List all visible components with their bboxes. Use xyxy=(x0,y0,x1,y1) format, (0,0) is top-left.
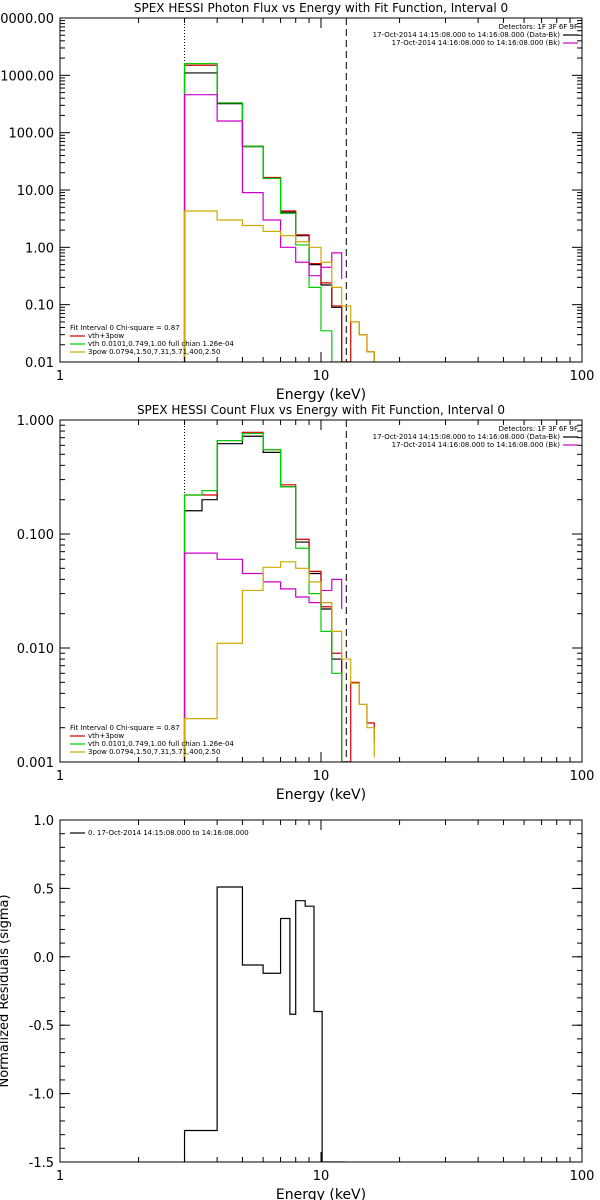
y-tick-label: 1.00 xyxy=(25,241,54,256)
y-tick-label: 0.01 xyxy=(25,356,54,371)
x-tick-label: 1 xyxy=(56,1169,64,1184)
series-line-1 xyxy=(183,435,351,762)
legend-bottom-entry: vth+3pow xyxy=(88,332,124,340)
y-tick-label: 0.5 xyxy=(33,882,54,897)
series-line-5 xyxy=(183,561,375,762)
y-tick-label: 0.001 xyxy=(17,756,54,771)
legend-bottom-entry: vth 0.0101,0.749,1.00 full chian 1.26e-0… xyxy=(88,740,234,748)
x-tick-label: 1 xyxy=(56,769,64,784)
y-tick-label: 10.00 xyxy=(17,184,54,199)
legend-top-entry: 17-Oct-2014 14:16:08.000 to 14:16:08.000… xyxy=(392,39,561,47)
y-tick-label: -0.5 xyxy=(29,1019,54,1034)
series-group xyxy=(183,63,375,362)
chart-panel-1: SPEX HESSI Photon Flux vs Energy with Fi… xyxy=(0,1,594,403)
y-tick-label: 100.00 xyxy=(9,127,55,142)
y-tick-label: 1.000 xyxy=(17,414,54,429)
legend-entry: 0. 17-Oct-2014 14:15:08.000 to 14:16:08.… xyxy=(88,829,249,837)
legend-top-header: Detectors: 1F 3F 6F 9F xyxy=(499,23,578,31)
x-axis-label: Energy (keV) xyxy=(276,1187,366,1200)
legend-bottom-entry: 3pow 0.0794,1.50,7.31,5.71,400,2.50 xyxy=(88,348,220,356)
chart-panel-3: 1 10 100 Energy (keV) -1.5 -1.0 -0.5 0.0 0.5 1.0 N… xyxy=(0,814,594,1200)
y-tick-label: 0.100 xyxy=(17,528,54,543)
legend-top-entry: 17-Oct-2014 14:15:08.000 to 14:16:08.000… xyxy=(373,433,561,441)
series-group xyxy=(183,431,375,762)
legend-bottom-header: Fit Interval 0 Chi-square = 0.87 xyxy=(70,324,180,332)
y-tick-label: -1.0 xyxy=(29,1088,54,1103)
x-axis-label: Energy (keV) xyxy=(276,387,366,403)
legend-bottom-entry: vth 0.0101,0.749,1.00 full chian 1.26e-0… xyxy=(88,340,234,348)
y-axis-label: Normalized Residuals (sigma) xyxy=(0,894,12,1087)
legend-top-header: Detectors: 1F 3F 6F 9F xyxy=(499,425,578,433)
series-line-4 xyxy=(183,552,343,762)
series-line-4 xyxy=(183,94,343,362)
legend-top-entry: 17-Oct-2014 14:15:08.000 to 14:16:08.000… xyxy=(373,31,561,39)
x-axis-label: Energy (keV) xyxy=(276,787,366,803)
x-tick-label: 100 xyxy=(570,369,595,384)
y-tick-label: 0.10 xyxy=(25,299,54,314)
x-tick-label: 100 xyxy=(570,769,595,784)
y-tick-label: 0.010 xyxy=(17,642,54,657)
legend-top-entry: 17-Oct-2014 14:16:08.000 to 14:16:08.000… xyxy=(392,441,561,449)
series-line-5 xyxy=(183,210,375,362)
chart-title: SPEX HESSI Count Flux vs Energy with Fit… xyxy=(137,403,505,417)
series-line-1 xyxy=(183,886,346,1162)
chart-title: SPEX HESSI Photon Flux vs Energy with Fi… xyxy=(134,1,508,15)
series-line-3 xyxy=(183,432,343,762)
x-tick-label: 10 xyxy=(313,369,330,384)
x-tick-label: 100 xyxy=(570,1169,595,1184)
series-line-1 xyxy=(183,72,351,362)
x-tick-label: 1 xyxy=(56,369,64,384)
legend-bottom-entry: 3pow 0.0794,1.50,7.31,5.71,400,2.50 xyxy=(88,748,220,756)
chart-panel-2: SPEX HESSI Count Flux vs Energy with Fit… xyxy=(17,403,595,803)
y-tick-label: 1.0 xyxy=(33,814,54,829)
x-tick-label: 10 xyxy=(313,769,330,784)
x-tick-label: 10 xyxy=(313,1169,330,1184)
y-tick-label: 0.0 xyxy=(33,951,54,966)
legend-bottom-header: Fit Interval 0 Chi-square = 0.87 xyxy=(70,724,180,732)
y-tick-label: 0000.00 xyxy=(0,12,54,27)
legend-bottom-entry: vth+3pow xyxy=(88,732,124,740)
y-tick-label: 1000.00 xyxy=(0,69,54,84)
plot-frame xyxy=(59,819,583,1163)
series-group xyxy=(183,886,346,1162)
y-tick-label: -1.5 xyxy=(29,1156,54,1171)
